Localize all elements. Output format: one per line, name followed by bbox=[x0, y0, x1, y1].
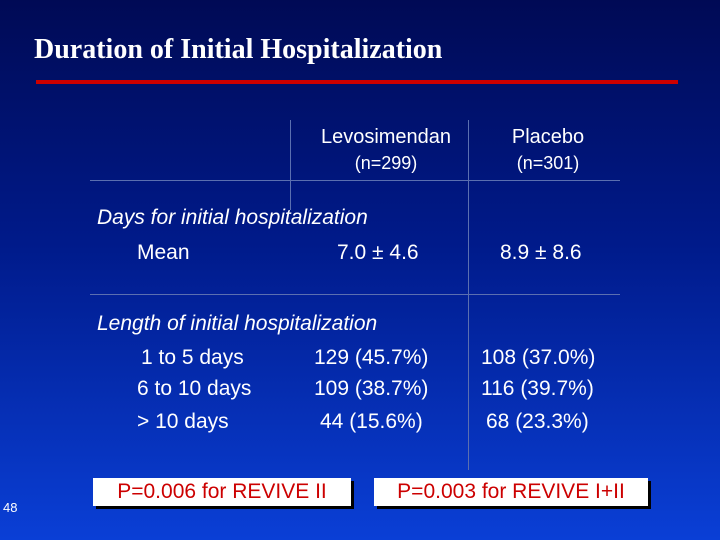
cell-placebo-mean: 8.9 ± 8.6 bbox=[500, 241, 582, 264]
grid-line-vertical bbox=[290, 120, 291, 210]
pvalue-box-revive-i-ii: P=0.003 for REVIVE I+II bbox=[374, 478, 648, 506]
row-label: 1 to 5 days bbox=[141, 346, 244, 369]
row-label: 6 to 10 days bbox=[137, 377, 252, 400]
section-heading-length: Length of initial hospitalization bbox=[97, 312, 378, 335]
title-underline bbox=[36, 80, 678, 84]
cell-placebo: 108 (37.0%) bbox=[481, 346, 596, 369]
row-label: > 10 days bbox=[137, 410, 229, 433]
cell-placebo: 68 (23.3%) bbox=[486, 410, 589, 433]
page-number: 48 bbox=[3, 500, 18, 515]
slide-title: Duration of Initial Hospitalization bbox=[34, 34, 443, 65]
column-name: Placebo bbox=[511, 126, 585, 148]
cell-levo: 129 (45.7%) bbox=[314, 346, 429, 369]
column-name: Levosimendan bbox=[320, 126, 452, 148]
cell-placebo: 116 (39.7%) bbox=[481, 377, 594, 400]
section-heading-days: Days for initial hospitalization bbox=[97, 206, 368, 229]
cell-levo-mean: 7.0 ± 4.6 bbox=[337, 241, 419, 264]
column-header-placebo: Placebo (n=301) bbox=[478, 124, 618, 176]
grid-line-vertical bbox=[468, 120, 469, 470]
row-label-mean: Mean bbox=[137, 241, 190, 264]
cell-levo: 44 (15.6%) bbox=[320, 410, 423, 433]
column-n: (n=299) bbox=[354, 153, 418, 173]
grid-line-horizontal bbox=[90, 294, 620, 295]
column-n: (n=301) bbox=[516, 153, 580, 173]
column-header-levosimendan: Levosimendan (n=299) bbox=[296, 124, 476, 176]
pvalue-box-revive-ii: P=0.006 for REVIVE II bbox=[93, 478, 351, 506]
cell-levo: 109 (38.7%) bbox=[314, 377, 429, 400]
grid-line-horizontal bbox=[90, 180, 620, 181]
